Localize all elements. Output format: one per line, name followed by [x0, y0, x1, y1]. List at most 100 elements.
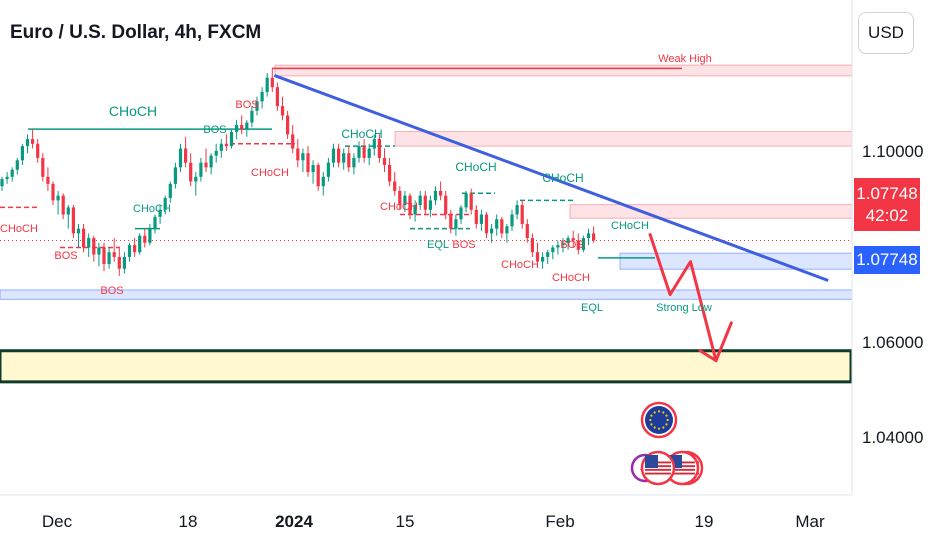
time-tick-dec: Dec: [41, 512, 73, 531]
candle: [469, 188, 473, 215]
bar-countdown: 42:02: [865, 205, 909, 225]
annotation-label: BOS: [452, 239, 475, 251]
us-flag-icon: [664, 450, 700, 486]
candle: [342, 148, 346, 170]
candle: [321, 172, 325, 196]
candle: [515, 200, 519, 220]
candle: [479, 209, 483, 231]
candle: [31, 129, 35, 149]
candle: [357, 141, 361, 163]
candle: [25, 134, 30, 154]
candle: [127, 242, 132, 262]
candle: [372, 134, 376, 156]
candle: [163, 195, 167, 215]
candle: [214, 143, 218, 163]
annotation-label: CHoCH: [611, 220, 649, 232]
candle: [102, 242, 106, 272]
candle: [245, 120, 249, 137]
candle: [71, 205, 75, 239]
time-tick-2024: 2024: [275, 512, 313, 531]
symbol-title: Euro / U.S. Dollar, 4h, FXCM: [10, 22, 262, 43]
candle: [464, 190, 468, 213]
candle: [398, 186, 402, 210]
candle: [576, 233, 580, 255]
time-tick-19: 19: [694, 512, 714, 531]
candle: [474, 205, 478, 229]
annotation-label: Strong Low: [656, 302, 712, 314]
candle: [423, 190, 427, 215]
time-tick-15: 15: [395, 512, 415, 531]
candle: [352, 153, 356, 175]
arrow-head: [698, 349, 718, 363]
candle: [133, 238, 137, 257]
candle: [286, 110, 290, 140]
candle: [92, 235, 96, 262]
candle: [408, 193, 412, 220]
candle: [367, 143, 371, 165]
candle: [87, 233, 91, 257]
candle: [15, 157, 19, 175]
supply-zone: [569, 204, 853, 219]
annotation-label: CHoCH: [133, 203, 171, 215]
annotation-label: CHoCH: [341, 127, 382, 141]
candle: [561, 238, 565, 253]
candle: [413, 200, 417, 222]
candle: [107, 247, 111, 269]
annotation-label: BOS: [235, 99, 258, 111]
candle: [347, 146, 351, 173]
candle: [61, 193, 65, 220]
annotation-label: CHoCH: [380, 201, 418, 213]
last-price-tag: 1.07748: [854, 246, 920, 274]
annotation-label: CHoCH: [455, 160, 496, 174]
candle: [530, 233, 534, 257]
annotation-label: CHoCH: [552, 272, 590, 284]
currency-button[interactable]: USD: [858, 12, 914, 54]
candle: [433, 186, 438, 206]
price-tick-3: 1.04000: [862, 428, 924, 447]
annotations: Weak High CHoCH BOS BOS CHoCH CHoCH CHoCH CHoCH…: [0, 53, 712, 314]
current-price-value: 1.07748: [856, 183, 918, 203]
demand-zone: [619, 252, 853, 270]
structure-levels: [0, 67, 852, 259]
candle: [10, 167, 14, 182]
candle: [270, 68, 274, 92]
annotation-label: CHoCH: [501, 259, 539, 271]
candle: [393, 172, 397, 196]
candle: [173, 162, 177, 189]
candle: [428, 195, 432, 217]
candle: [112, 238, 116, 262]
candle: [541, 252, 545, 269]
candle: [495, 214, 499, 236]
candles: [0, 68, 596, 276]
candle: [505, 223, 509, 243]
candle: [184, 136, 188, 168]
candle: [51, 181, 55, 206]
candle: [41, 153, 45, 182]
price-tick-1: 1.10000: [862, 142, 924, 161]
candle: [36, 139, 40, 163]
candle: [219, 139, 223, 158]
candle: [275, 82, 279, 111]
annotation-label: BOS: [54, 250, 77, 262]
time-tick-mar: Mar: [795, 512, 825, 531]
candle: [377, 134, 381, 163]
candle: [204, 148, 208, 173]
candle: [122, 252, 126, 274]
annotation-label: EQL: [581, 302, 603, 314]
candle: [5, 172, 9, 184]
candle: [490, 223, 494, 243]
candle: [76, 223, 81, 248]
annotation-label: CHoCH: [542, 171, 583, 185]
candle: [382, 148, 387, 173]
candle: [158, 205, 162, 224]
candle: [194, 172, 198, 196]
annotation-label: CHoCH: [0, 223, 38, 235]
candle: [311, 160, 315, 184]
time-tick-feb: Feb: [545, 512, 575, 531]
candle: [510, 209, 514, 231]
candle: [0, 176, 4, 191]
candle: [240, 115, 244, 135]
candle: [449, 209, 453, 234]
candle: [224, 134, 228, 151]
